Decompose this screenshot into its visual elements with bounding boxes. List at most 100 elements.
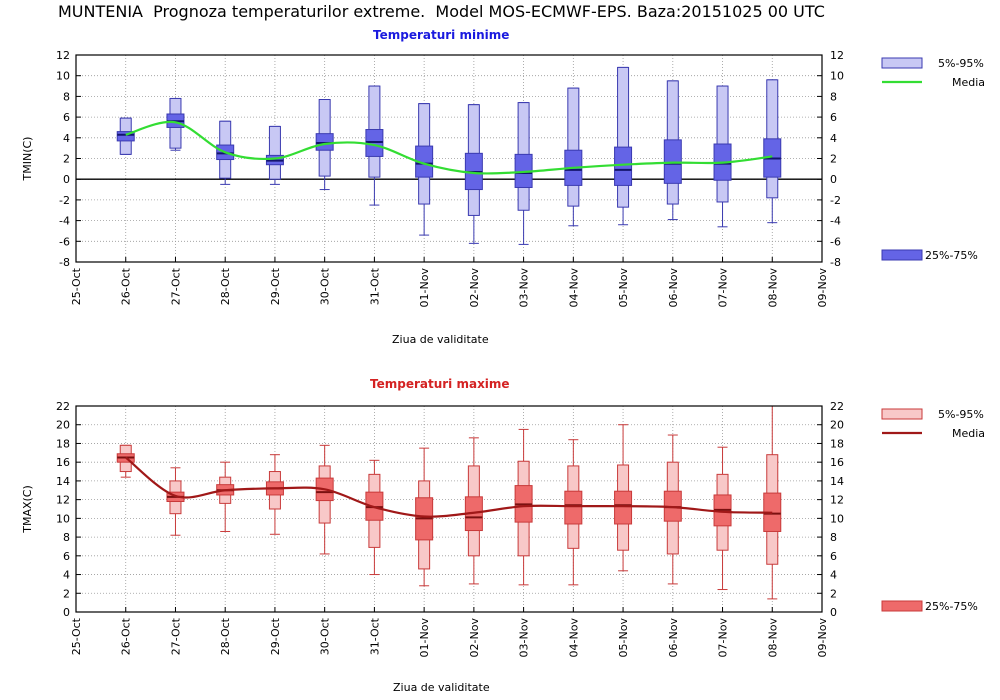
y-tick-label-left: 2	[63, 153, 70, 166]
y-tick-label-left: 18	[56, 437, 70, 450]
y-tick-label-right: 8	[830, 90, 837, 103]
y-tick-label-right: 20	[830, 419, 844, 432]
y-tick-label-right: -4	[830, 215, 841, 228]
x-tick-label: 29-Oct	[269, 617, 282, 655]
box-25-75	[564, 490, 583, 525]
y-tick-label-left: 14	[56, 475, 70, 488]
x-tick-label: 31-Oct	[368, 617, 381, 655]
y-tick-label-right: 2	[830, 587, 837, 600]
y-tick-label-left: 0	[63, 173, 70, 186]
box-31-Oct	[365, 85, 384, 206]
box-29-Oct	[265, 454, 284, 535]
box-26-Oct	[116, 117, 135, 155]
x-tick-label: 02-Nov	[468, 618, 481, 658]
y-tick-label-left: 12	[56, 494, 70, 507]
x-tick-label: 07-Nov	[717, 268, 730, 308]
box-30-Oct	[315, 444, 334, 555]
y-tick-label-right: 14	[830, 475, 844, 488]
x-tick-label: 30-Oct	[319, 617, 332, 655]
x-tick-label: 31-Oct	[368, 267, 381, 305]
x-tick-label: 06-Nov	[667, 268, 680, 308]
box-05-Nov	[614, 66, 633, 226]
box-03-Nov	[514, 102, 533, 245]
x-tick-label: 05-Nov	[617, 618, 630, 658]
y-tick-label-left: 4	[63, 569, 70, 582]
tmax-grid	[76, 405, 822, 613]
x-tick-label: 09-Nov	[816, 268, 829, 308]
x-tick-label: 06-Nov	[667, 618, 680, 658]
box-30-Oct	[315, 99, 334, 191]
box-04-Nov	[564, 439, 583, 586]
y-tick-label-right: -6	[830, 235, 841, 248]
box-25-75	[614, 490, 633, 525]
y-tick-label-left: 8	[63, 90, 70, 103]
x-tick-label: 30-Oct	[319, 267, 332, 305]
plot-frame	[75, 54, 823, 263]
x-tick-label: 25-Oct	[70, 267, 83, 305]
y-tick-label-left: 12	[56, 49, 70, 62]
x-tick-label: 26-Oct	[120, 617, 133, 655]
tmin-x-axis-label: Ziua de validitate	[392, 333, 489, 346]
y-tick-label-right: 12	[830, 49, 844, 62]
x-tick-label: 02-Nov	[468, 268, 481, 308]
tmax-chart-title: Temperaturi maxime	[370, 377, 510, 391]
x-tick-label: 01-Nov	[418, 618, 431, 658]
x-tick-label: 08-Nov	[766, 618, 779, 658]
y-tick-label-left: -8	[59, 256, 70, 269]
tmin-chart: Temperaturi minime Ziua de validitate -8…	[0, 28, 1000, 358]
y-tick-label-right: 2	[830, 153, 837, 166]
y-axis-label: TMAX(C)	[21, 485, 34, 534]
y-tick-label-left: -6	[59, 235, 70, 248]
x-tick-label: 28-Oct	[219, 267, 232, 305]
box-25-75	[614, 146, 633, 186]
x-tick-label: 05-Nov	[617, 268, 630, 308]
x-tick-label: 26-Oct	[120, 267, 133, 305]
box-25-75	[315, 133, 334, 151]
tmin-grid	[76, 54, 822, 263]
y-tick-label-right: -8	[830, 256, 841, 269]
box-04-Nov	[564, 87, 583, 227]
y-tick-label-right: 8	[830, 531, 837, 544]
x-tick-label: 27-Oct	[169, 617, 182, 655]
y-tick-label-right: 22	[830, 400, 844, 413]
y-tick-label-right: 6	[830, 111, 837, 124]
y-tick-label-right: 0	[830, 606, 837, 619]
mean-line	[125, 456, 773, 518]
y-tick-label-left: 0	[63, 606, 70, 619]
y-tick-label-left: 10	[56, 512, 70, 525]
legend-outer-label: 5%-95%	[938, 57, 984, 70]
x-tick-label: 01-Nov	[418, 268, 431, 308]
box-5-95	[567, 87, 580, 207]
x-tick-label: 04-Nov	[567, 268, 580, 308]
box-31-Oct	[365, 459, 384, 576]
y-tick-label-left: -2	[59, 194, 70, 207]
y-tick-label-right: 10	[830, 512, 844, 525]
y-tick-label-right: -2	[830, 194, 841, 207]
y-tick-label-left: 8	[63, 531, 70, 544]
page-title: MUNTENIA Prognoza temperaturilor extreme…	[58, 2, 825, 21]
box-01-Nov	[415, 103, 434, 236]
tmax-x-axis-label: Ziua de validitate	[393, 681, 490, 694]
x-tick-label: 08-Nov	[766, 268, 779, 308]
box-07-Nov	[713, 85, 732, 228]
legend-inner-swatch	[881, 249, 923, 261]
box-05-Nov	[614, 424, 633, 572]
y-tick-label-right: 16	[830, 456, 844, 469]
legend-mean-label: Media	[952, 76, 985, 89]
box-06-Nov	[663, 434, 682, 585]
legend-mean-label: Media	[952, 427, 985, 440]
legend-outer-label: 5%-95%	[938, 408, 984, 421]
y-tick-label-left: 6	[63, 550, 70, 563]
y-tick-label-right: 4	[830, 569, 837, 582]
legend-inner-swatch	[881, 600, 923, 612]
tmax-chart: Temperaturi maxime Ziua de validitate 0 0…	[0, 372, 1000, 700]
x-tick-label: 28-Oct	[219, 617, 232, 655]
box-28-Oct	[216, 461, 235, 532]
legend-outer-swatch	[881, 57, 923, 69]
legend-outer-swatch	[881, 408, 923, 420]
x-tick-label: 27-Oct	[169, 267, 182, 305]
y-tick-label-left: 6	[63, 111, 70, 124]
x-tick-label: 07-Nov	[717, 618, 730, 658]
box-08-Nov	[763, 79, 782, 224]
